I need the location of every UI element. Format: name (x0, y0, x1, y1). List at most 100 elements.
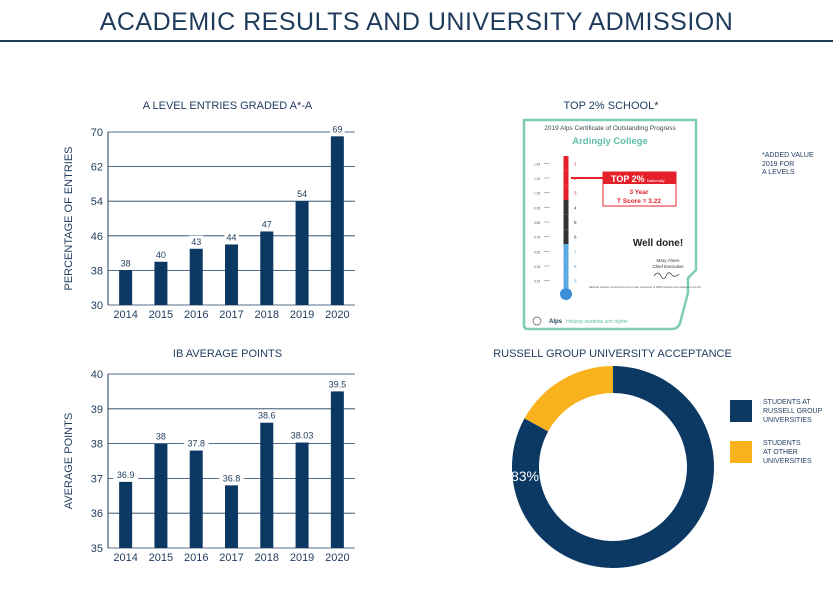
ib-x-tick-label: 2018 (255, 552, 279, 564)
ib-value-label-bg (219, 472, 244, 484)
alevel-bar (119, 270, 133, 305)
thermometer-scale-value: 1.05 (534, 192, 540, 196)
alevel-value-label: 54 (297, 189, 307, 199)
ib-value-label-bg (287, 429, 318, 441)
alevel-x-tick-label: 2019 (290, 309, 314, 321)
thermometer-segment (563, 156, 569, 171)
alevel-value-label-bg (118, 257, 133, 269)
thermometer-segment (563, 200, 569, 215)
ib-value-label-bg (153, 430, 169, 442)
ib-value-label: 39.5 (329, 379, 347, 389)
alevel-value-label: 69 (332, 124, 342, 134)
alevel-value-label: 38 (121, 258, 131, 268)
well-done-text: Well done! (633, 238, 683, 249)
ib-value-label-bg (113, 468, 139, 480)
thermometer-segment (563, 273, 569, 288)
alevel-y-tick-label: 46 (91, 231, 103, 243)
signature-image (653, 272, 680, 279)
ib-x-tick-label: 2016 (184, 552, 208, 564)
ib-y-tick-label: 38 (91, 439, 103, 451)
ib-value-label: 36.9 (117, 470, 135, 480)
thermometer-scale-value: 0.15 (534, 280, 540, 284)
top2-badge-sub: Nationally (647, 178, 665, 183)
thermometer-scale-number: 8 (574, 264, 577, 269)
ib-x-tick-label: 2014 (113, 552, 137, 564)
ib-bar (330, 391, 344, 548)
thermometer-segment (563, 258, 569, 274)
ib-bar (189, 450, 203, 548)
ib-bar (154, 443, 168, 548)
ib-y-tick-label: 35 (91, 543, 103, 555)
ib-x-tick-label: 2015 (149, 552, 173, 564)
ib-y-tick-label: 40 (91, 369, 103, 381)
alps-certificate-image: 2019 Alps Certificate of Outstanding Pro… (522, 118, 702, 331)
signatory-name: Mary Ahern (656, 258, 680, 263)
thermometer-scale-value: 0.35 (534, 265, 540, 269)
added-value-note: *ADDED VALUE 2019 FOR A LEVELS (762, 152, 814, 176)
certificate-school: Ardingly College (572, 136, 647, 147)
thermometer-scale-value: 0.55 (534, 250, 540, 254)
ib-x-tick-label: 2019 (290, 552, 314, 564)
certificate-footnote: National position compared to the 5-year… (589, 285, 702, 289)
alevel-x-tick-label: 2018 (255, 309, 279, 321)
top2-badge-line2: T Score = 3.22 (617, 198, 661, 205)
ib-y-axis-label: AVERAGE POINTS (63, 413, 75, 509)
certificate-footer: Helping students aim higher (566, 319, 628, 325)
thermometer-segment (563, 244, 569, 259)
ib-bar (119, 481, 133, 548)
donut-data-label: 83% (511, 468, 539, 484)
alevel-x-tick-label: 2016 (184, 309, 208, 321)
thermometer-scale-number: 5 (574, 220, 577, 225)
alevel-y-tick-label: 62 (91, 162, 103, 174)
alevel-value-label: 44 (226, 232, 236, 242)
alevel-bar (225, 244, 238, 305)
ib-value-label: 37.8 (187, 439, 205, 449)
alevel-bar (154, 261, 168, 305)
alevel-bar (330, 136, 344, 305)
alevel-bar (295, 201, 309, 305)
ib-bar (295, 442, 309, 548)
thermometer-segment (563, 170, 569, 186)
thermometer-scale-value: 1.20 (534, 177, 540, 181)
thermometer-scale-value: 0.85 (534, 221, 540, 225)
ib-value-label: 36.8 (223, 473, 241, 483)
alevel-value-label-bg (153, 248, 169, 260)
alevel-value-label-bg (224, 231, 239, 243)
thermometer-scale-number: 3 (574, 191, 577, 196)
alevel-x-tick-label: 2014 (113, 309, 137, 321)
ib-value-label-bg (324, 378, 350, 390)
thermometer-bulb (560, 288, 572, 300)
thermometer-scale-number: 4 (574, 205, 577, 210)
thermometer-scale-number: 6 (574, 235, 577, 240)
alevel-value-label-bg (189, 235, 204, 247)
ib-bar (225, 485, 238, 548)
legend-label-russell: STUDENTS AT RUSSELL GROUP UNIVERSITIES (763, 399, 823, 424)
top2-badge-title: TOP 2% (611, 174, 645, 184)
donut-slice-russell (511, 366, 714, 569)
certificate-section-title: TOP 2% SCHOOL* (563, 100, 659, 112)
ib-y-tick-label: 37 (91, 473, 103, 485)
alevel-y-tick-label: 30 (91, 300, 103, 312)
alevel-value-label: 43 (191, 237, 201, 247)
title-divider (0, 40, 833, 42)
ib-y-tick-label: 36 (91, 508, 103, 520)
certificate-frame (522, 118, 698, 331)
thermometer-segment (563, 185, 569, 200)
thermometer-scale-value: 1.45 (534, 162, 540, 166)
ib-value-label-bg (254, 409, 280, 421)
ib-x-tick-label: 2017 (219, 552, 243, 564)
alevel-chart-title: A LEVEL ENTRIES GRADED A*-A (142, 100, 313, 112)
top2-badge-line1: 3 Year (629, 189, 649, 196)
page-title: ACADEMIC RESULTS AND UNIVERSITY ADMISSIO… (99, 8, 734, 36)
ib-value-label-bg (183, 437, 209, 449)
alevel-y-tick-label: 38 (91, 265, 103, 277)
ib-value-label: 38 (156, 432, 166, 442)
legend-label-other: STUDENTS AT OTHER UNIVERSITIES (763, 440, 812, 465)
legend-swatch-russell (730, 400, 752, 422)
thermometer-scale-value: 0.75 (534, 236, 540, 240)
alevel-value-label: 47 (262, 219, 272, 229)
ib-chart-title: IB AVERAGE POINTS (172, 348, 283, 360)
alevel-bar (189, 248, 203, 305)
